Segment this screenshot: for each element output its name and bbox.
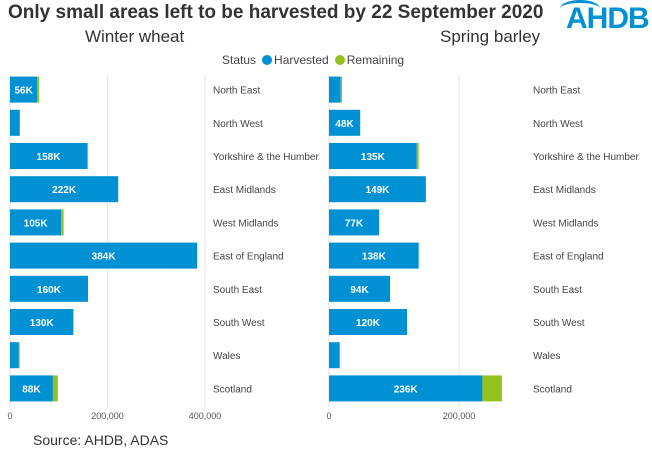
legend-title: Status <box>222 53 257 67</box>
bar-remaining <box>482 375 502 402</box>
category-label: North East <box>213 86 260 97</box>
x-tick-label: 400,000 <box>189 411 222 421</box>
data-label: 48K <box>335 119 354 130</box>
bar-harvested <box>329 375 483 402</box>
chart-title: Only small areas left to be harvested by… <box>8 2 544 23</box>
legend-item-harvested[interactable]: Harvested <box>262 53 329 67</box>
category-label: Scotland <box>533 384 572 395</box>
source-note: Source: AHDB, ADAS <box>33 432 169 448</box>
bar-harvested <box>10 76 38 103</box>
bar-harvested <box>10 143 88 169</box>
bar-remaining <box>416 143 419 169</box>
bar-harvested <box>329 109 361 136</box>
category-label: North West <box>533 119 583 130</box>
bar-harvested <box>329 242 419 269</box>
bar-remaining <box>37 76 40 103</box>
x-tick-label: 0 <box>7 411 12 421</box>
data-label: 77K <box>345 218 364 229</box>
data-label: 158K <box>37 152 62 163</box>
ahdb-logo: AHDB <box>566 2 650 35</box>
bar-harvested <box>10 242 198 269</box>
data-label: 120K <box>356 318 381 329</box>
bar-harvested <box>10 209 62 236</box>
bar-harvested <box>10 375 53 402</box>
bar-harvested <box>329 275 391 302</box>
x-tick-label: 0 <box>326 411 331 421</box>
legend: Status Harvested Remaining <box>222 53 404 67</box>
data-label: 384K <box>92 252 117 263</box>
data-label: 236K <box>394 384 419 395</box>
category-label: East of England <box>533 252 604 263</box>
category-label: South East <box>213 285 262 296</box>
bar-harvested <box>329 342 340 369</box>
bar-harvested <box>329 176 426 203</box>
bar-remaining <box>340 76 342 103</box>
category-label: East Midlands <box>533 185 596 196</box>
category-label: West Midlands <box>533 218 598 229</box>
category-label: Wales <box>533 351 560 362</box>
category-label: South East <box>533 285 582 296</box>
bar-harvested <box>10 275 88 302</box>
data-label: 138K <box>362 252 387 263</box>
harvested-swatch-icon <box>262 55 273 65</box>
bar-remaining <box>339 342 341 369</box>
category-label: South West <box>213 318 265 329</box>
data-label: 130K <box>30 318 55 329</box>
bar-harvested <box>329 309 407 335</box>
category-label: Wales <box>213 351 240 362</box>
legend-item-remaining[interactable]: Remaining <box>334 53 404 67</box>
bar-remaining <box>52 375 58 402</box>
data-label: 135K <box>361 152 386 163</box>
bar-harvested <box>329 209 380 236</box>
bar-remaining <box>87 143 88 169</box>
category-label: West Midlands <box>213 218 278 229</box>
data-label: 88K <box>22 384 41 395</box>
bar-harvested <box>329 143 417 169</box>
bar-harvested <box>10 109 20 136</box>
data-label: 105K <box>24 218 49 229</box>
x-tick-label: 200,000 <box>91 411 124 421</box>
category-label: South West <box>533 318 585 329</box>
bar-harvested <box>10 309 74 335</box>
bar-harvested <box>329 76 341 103</box>
remaining-swatch-icon <box>334 55 345 65</box>
bar-remaining <box>61 209 64 236</box>
category-label: Scotland <box>213 384 252 395</box>
data-label: 222K <box>52 185 77 196</box>
winter-wheat-title: Winter wheat <box>85 27 185 46</box>
bar-harvested <box>10 176 119 203</box>
x-tick-label: 200,000 <box>443 411 476 421</box>
data-label: 160K <box>37 285 62 296</box>
logo-swoosh-icon <box>560 0 600 17</box>
spring-barley-title: Spring barley <box>440 27 541 46</box>
bar-harvested <box>10 342 19 369</box>
category-label: North East <box>533 86 580 97</box>
category-label: East of England <box>213 252 284 263</box>
category-label: Yorkshire & the Humber <box>213 152 319 163</box>
data-label: 149K <box>365 185 390 196</box>
category-label: North West <box>213 119 263 130</box>
category-label: East Midlands <box>213 185 276 196</box>
category-label: Yorkshire & the Humber <box>533 152 639 163</box>
bar-remaining <box>18 342 20 369</box>
data-label: 56K <box>14 86 33 97</box>
data-label: 94K <box>350 285 369 296</box>
